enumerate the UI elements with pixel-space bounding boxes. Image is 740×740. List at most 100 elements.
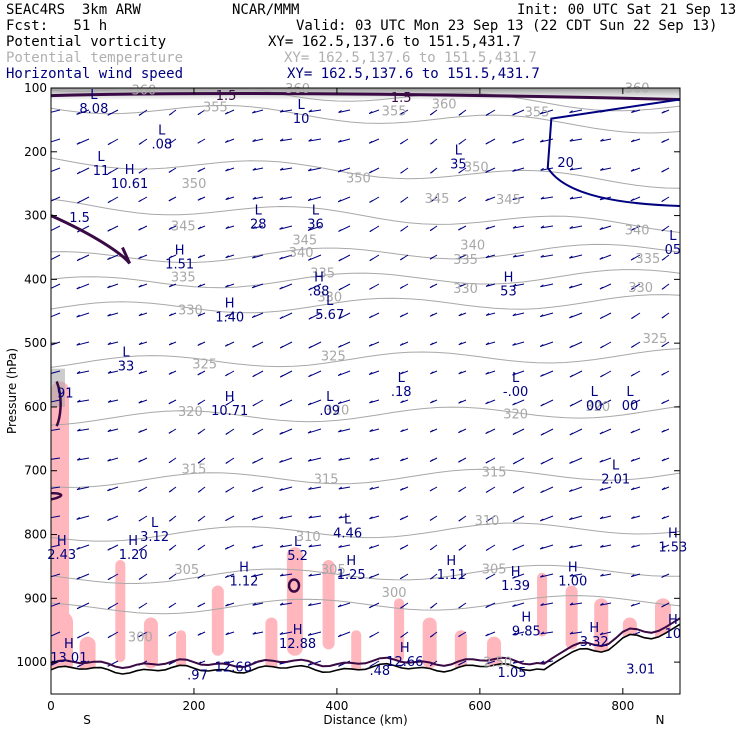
- wind-vector: [369, 486, 380, 490]
- wind-vector-head: [485, 313, 490, 316]
- theta-contour-label: 345: [292, 233, 317, 248]
- wind-vector-head: [337, 373, 342, 376]
- wind-vector: [280, 602, 293, 606]
- wind-vector-head: [107, 228, 111, 232]
- pv-shade-streak: [51, 611, 73, 675]
- wind-vector-head: [458, 227, 462, 231]
- wind-vector-head: [224, 546, 229, 550]
- wind-vector-head: [138, 430, 142, 433]
- hl-marker-letter: L: [326, 390, 334, 405]
- wind-vector-head: [569, 110, 573, 114]
- wind-vector-head: [485, 371, 489, 375]
- wind-vector-head: [225, 168, 229, 172]
- hl-marker-letter: H: [293, 623, 303, 638]
- theta-contour-label: 350: [182, 177, 207, 192]
- hl-marker-letter: L: [626, 385, 634, 400]
- wind-vector-head: [430, 199, 434, 203]
- theta-contour-315: [51, 468, 680, 488]
- wind-vector-head: [338, 110, 342, 113]
- theta-contour-label: 350: [346, 171, 371, 186]
- wind-vector-head: [430, 371, 434, 375]
- wind-vector-head: [458, 547, 463, 551]
- wind-vector: [107, 457, 119, 462]
- wind-vector-head: [540, 461, 545, 465]
- wind-vector-head: [661, 516, 666, 520]
- wind-vector: [369, 428, 380, 432]
- pv-contour-label: 1.5: [216, 89, 237, 104]
- y-tick-label: 900: [24, 591, 47, 605]
- hl-marker-value: 20: [557, 156, 574, 171]
- field-name-wind: Horizontal wind speed: [6, 66, 184, 82]
- wind-vector-head: [338, 574, 342, 578]
- terrain-line: [51, 623, 680, 675]
- hl-marker-letter: L: [512, 371, 520, 386]
- wind-vector-head: [429, 112, 434, 116]
- theta-contour-label: 2.50: [483, 656, 512, 671]
- wind-vector: [279, 544, 293, 548]
- wind-vector-head: [197, 431, 202, 435]
- wind-vector-head: [279, 403, 284, 407]
- wind-vector-head: [661, 344, 665, 348]
- wind-vector-head: [47, 373, 50, 375]
- wind-vector-head: [225, 575, 229, 578]
- wind-vector-head: [485, 170, 489, 173]
- wind-vector-head: [631, 545, 635, 548]
- wind-vector-head: [540, 403, 545, 407]
- valid-time: Valid: 03 UTC Mon 23 Sep 13 (22 CDT Sun …: [296, 18, 718, 34]
- wind-vector: [51, 486, 61, 489]
- wind-vector-head: [308, 316, 313, 320]
- wind-vector-head: [661, 372, 665, 376]
- wind-vector-head: [599, 632, 604, 636]
- wind-vector-head: [569, 545, 573, 549]
- jet-contour-20: [546, 98, 680, 208]
- wind-vector: [107, 399, 119, 403]
- wind-vector-head: [251, 285, 256, 289]
- wind-vector-head: [138, 547, 143, 551]
- wind-vector-head: [279, 431, 283, 435]
- theta-contour-label: 315: [482, 465, 507, 480]
- wind-vector-head: [138, 113, 143, 116]
- wind-vector-head: [338, 316, 342, 320]
- wind-vector-head: [661, 140, 665, 143]
- wind-vector-head: [308, 515, 313, 519]
- wind-vector-head: [368, 140, 373, 144]
- wind-vector-head: [512, 283, 517, 287]
- wind-vector: [51, 283, 61, 289]
- theta-contour-310: [51, 522, 680, 542]
- wind-vector-head: [458, 518, 462, 522]
- y-tick-label: 100: [24, 81, 47, 95]
- wind-vector-head: [279, 345, 284, 349]
- wind-vector-head: [512, 432, 517, 435]
- theta-contour-label: 340: [625, 224, 650, 239]
- wind-vector: [252, 225, 264, 229]
- wind-vector-head: [631, 287, 635, 290]
- wind-vector: [540, 312, 554, 318]
- hl-marker-value: 33: [118, 360, 135, 375]
- terrain-layer: [51, 617, 680, 694]
- wind-vector-head: [399, 546, 404, 550]
- wind-vector: [252, 602, 264, 606]
- wind-vector-head: [485, 198, 489, 202]
- wind-vector-head: [169, 518, 173, 522]
- wind-vector: [512, 196, 525, 201]
- wind-vector-head: [76, 576, 81, 580]
- wind-vector-head: [107, 518, 111, 521]
- wind-vector-head: [399, 487, 404, 491]
- wind-vector: [279, 254, 293, 260]
- wind-vector: [51, 341, 61, 346]
- wind-vector: [252, 573, 264, 578]
- theta-contour-label: 330: [178, 303, 203, 318]
- hl-marker-value: 36: [307, 217, 324, 232]
- hl-marker-letter: L: [312, 203, 320, 218]
- theta-contour-label: 355: [382, 104, 407, 119]
- wind-vector-head: [307, 228, 312, 231]
- wind-vector-head: [252, 167, 257, 171]
- wind-vector-head: [138, 489, 142, 493]
- wind-vector-head: [168, 112, 173, 116]
- wind-vector: [279, 486, 293, 491]
- hl-marker-letter: H: [57, 534, 67, 549]
- wind-vector: [279, 457, 293, 463]
- wind-vector: [600, 167, 612, 171]
- wind-vector-head: [76, 171, 81, 175]
